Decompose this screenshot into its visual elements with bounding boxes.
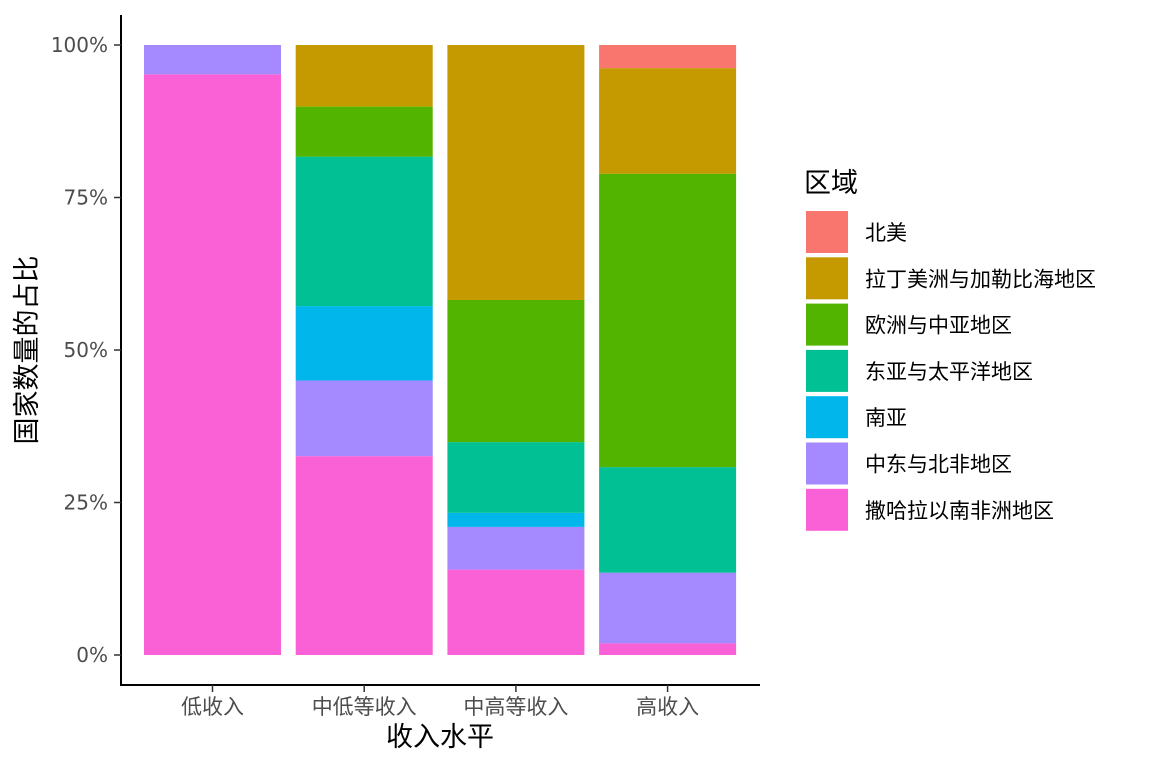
legend-label: 中东与北非地区 (865, 453, 1012, 477)
y-tick-label: 50% (64, 338, 108, 362)
legend-title: 区域 (804, 168, 858, 199)
legend-label: 东亚与太平洋地区 (865, 360, 1033, 384)
bar-segment (295, 306, 433, 381)
legend-swatch (806, 442, 848, 485)
legend-swatch (806, 303, 848, 346)
x-axis-ticks: 低收入 中低等收入 中高等收入 高收入 (181, 685, 699, 719)
bar-segment (295, 456, 433, 655)
legend-swatch (806, 257, 848, 300)
y-tick-label: 0% (76, 643, 108, 667)
bar-segment (599, 45, 737, 69)
bar-segment (599, 467, 737, 573)
x-tick-label: 中高等收入 (463, 695, 568, 719)
y-tick-label: 100% (51, 33, 108, 57)
legend-label: 欧洲与中亚地区 (865, 314, 1012, 338)
legend-swatch (806, 349, 848, 392)
legend-label: 拉丁美洲与加勒比海地区 (865, 267, 1096, 291)
bar-segment (295, 380, 433, 457)
bar-segment (295, 45, 433, 107)
bar-segment (599, 572, 737, 644)
bar-segment (295, 156, 433, 307)
legend-label: 南亚 (865, 406, 907, 430)
y-axis-ticks: 0% 25% 50% 75% 100% (51, 33, 121, 667)
bar-segment (599, 68, 737, 174)
bar-segment (447, 526, 585, 570)
x-tick-label: 高收入 (636, 695, 699, 719)
legend: 北美拉丁美洲与加勒比海地区欧洲与中亚地区东亚与太平洋地区南亚中东与北非地区撒哈拉… (806, 211, 1096, 531)
legend-label: 北美 (865, 221, 907, 245)
bar-segment (447, 299, 585, 443)
y-axis-title: 国家数量的占比 (12, 256, 43, 445)
bar-segment (599, 173, 737, 468)
y-tick-label: 25% (64, 491, 108, 515)
bar-segment (447, 442, 585, 513)
bar-segment (144, 74, 281, 655)
x-tick-label: 中低等收入 (312, 695, 417, 719)
x-tick-label: 低收入 (181, 695, 244, 719)
legend-label: 撒哈拉以南非洲地区 (865, 499, 1054, 523)
bar-segment (447, 512, 585, 527)
x-axis-title: 收入水平 (386, 722, 494, 753)
bar-segment (295, 106, 433, 157)
bar-segment (599, 643, 737, 655)
bar-segment (447, 45, 585, 300)
y-tick-label: 75% (64, 186, 108, 210)
bar-segment (144, 45, 281, 75)
bar-segment (447, 569, 585, 655)
legend-swatch (806, 396, 848, 439)
bars-group (144, 45, 737, 655)
legend-swatch (806, 488, 848, 531)
legend-swatch (806, 211, 848, 253)
